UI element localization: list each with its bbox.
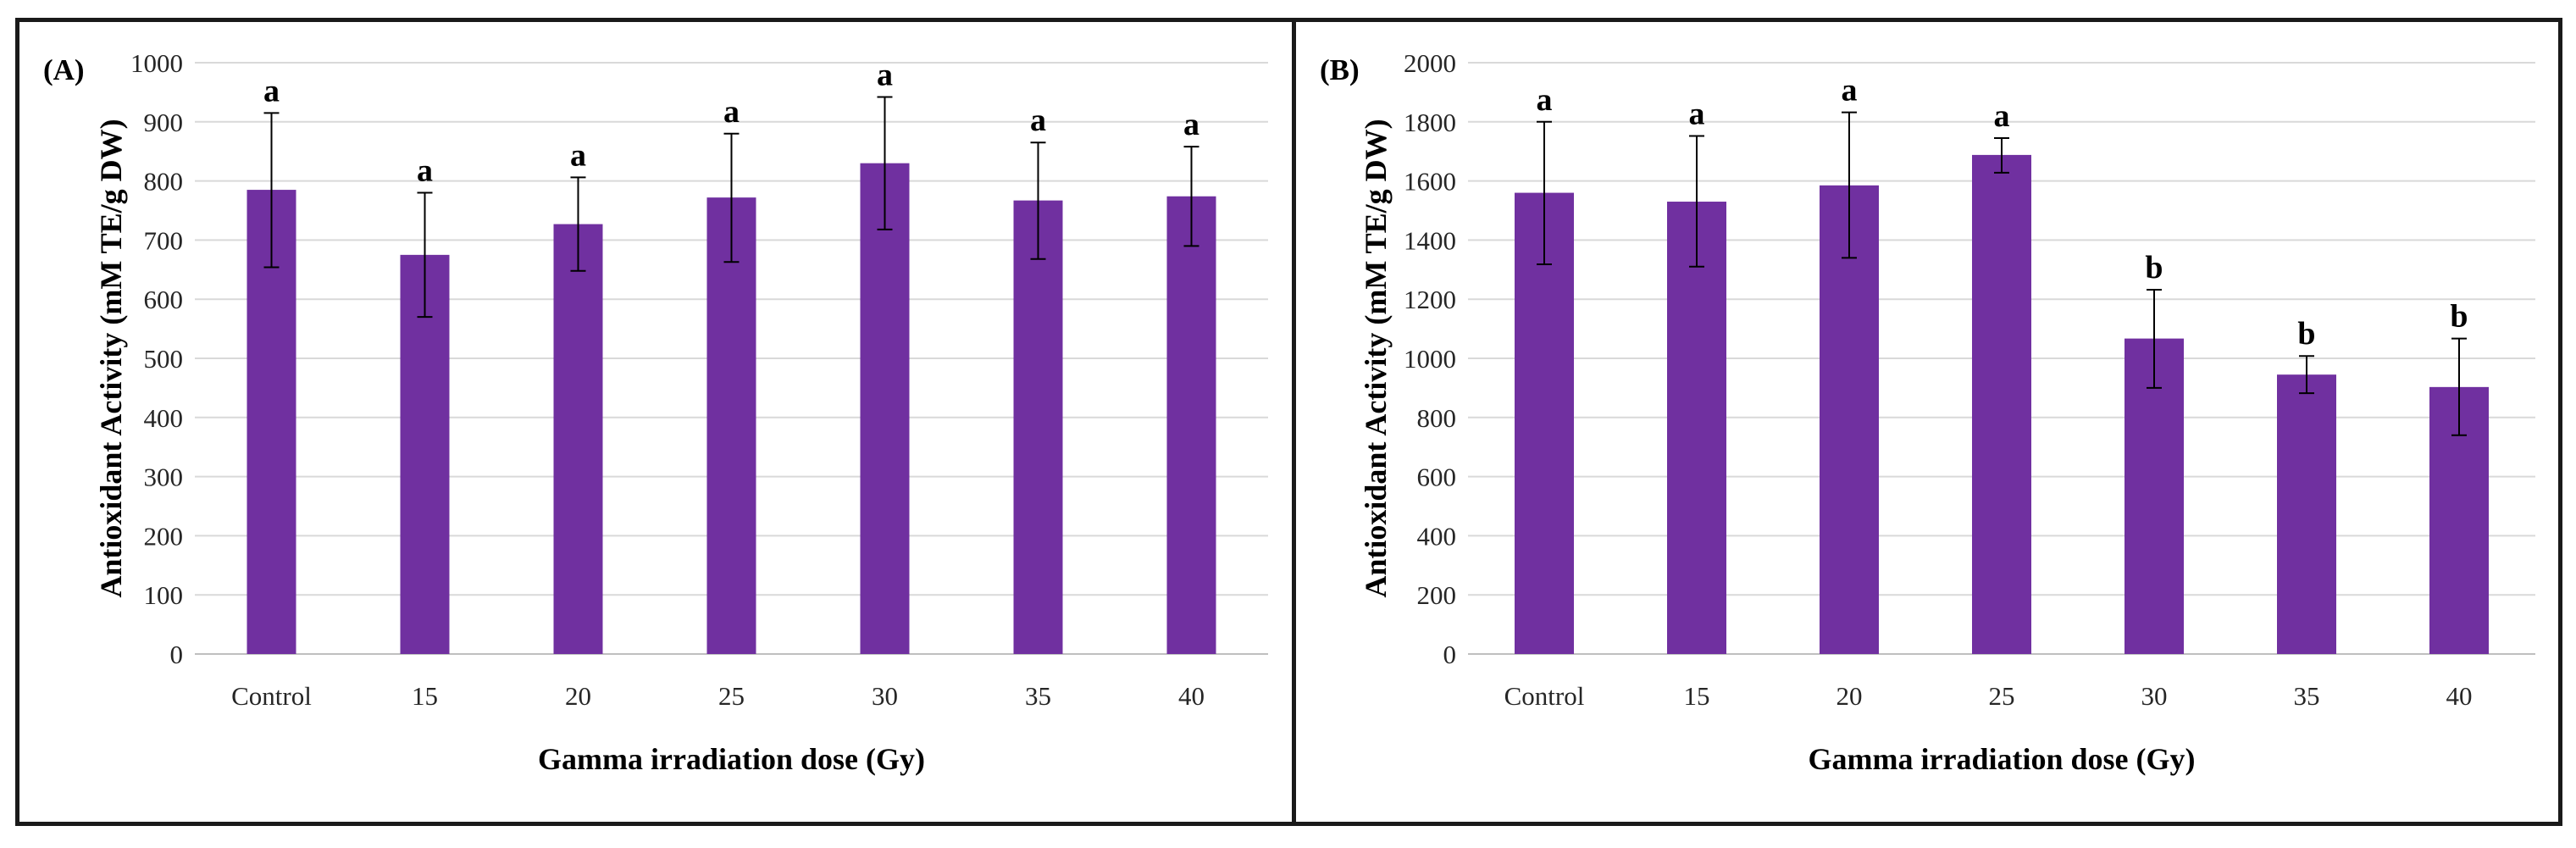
significance-letter: a bbox=[263, 73, 280, 108]
significance-letter: a bbox=[723, 94, 740, 130]
panel-b: 0 200 400 600 800 1000 1200 1400 1600 1800 2000 a Co… bbox=[1292, 18, 2562, 826]
x-tick-label: 25 bbox=[718, 681, 745, 711]
panel-a: 0 100 200 300 400 500 600 700 800 900 1000 a Control… bbox=[15, 18, 1296, 826]
x-axis-title: Gamma irradiation dose (Gy) bbox=[1809, 742, 2196, 776]
y-axis-title: Antioxidant Activity (mM TE/g DW) bbox=[1359, 119, 1393, 597]
y-tick-label: 0 bbox=[1443, 640, 1457, 669]
y-tick-label: 800 bbox=[144, 167, 184, 197]
x-tick-label: 20 bbox=[1836, 681, 1863, 711]
y-tick-label: 200 bbox=[1417, 580, 1457, 610]
y-tick-label: 800 bbox=[1417, 403, 1457, 433]
x-tick-label: 15 bbox=[412, 681, 438, 711]
significance-letter: a bbox=[1689, 97, 1705, 132]
x-tick-label: 40 bbox=[1178, 681, 1205, 711]
y-tick-label: 2000 bbox=[1404, 48, 1456, 78]
y-tick-label: 1800 bbox=[1404, 108, 1456, 137]
y-tick-label: 1000 bbox=[130, 48, 183, 78]
significance-letter: b bbox=[2297, 316, 2315, 352]
bar bbox=[2277, 374, 2336, 654]
significance-letter: b bbox=[2450, 299, 2468, 335]
x-axis-title: Gamma irradiation dose (Gy) bbox=[538, 742, 925, 776]
bar bbox=[1013, 200, 1063, 654]
x-tick-label: 40 bbox=[2446, 681, 2473, 711]
bar bbox=[706, 197, 756, 655]
y-tick-label: 200 bbox=[144, 521, 184, 551]
y-tick-label: 600 bbox=[1417, 463, 1457, 492]
bar bbox=[1166, 196, 1216, 655]
x-tick-label: 15 bbox=[1684, 681, 1710, 711]
y-axis-title: Antioxidant Activity (mM TE/g DW) bbox=[94, 119, 128, 597]
significance-letter: a bbox=[1183, 107, 1199, 142]
bar bbox=[2125, 338, 2184, 654]
x-tick-label: 25 bbox=[1989, 681, 2015, 711]
y-tick-label: 300 bbox=[144, 463, 184, 492]
y-tick-label: 400 bbox=[1417, 521, 1457, 551]
bar bbox=[1820, 185, 1879, 654]
y-tick-label: 900 bbox=[144, 108, 184, 137]
x-tick-label: Control bbox=[1504, 681, 1585, 711]
bar bbox=[1667, 202, 1726, 654]
x-tick-label: 30 bbox=[872, 681, 898, 711]
y-tick-label: 1600 bbox=[1404, 167, 1456, 197]
y-tick-label: 1400 bbox=[1404, 225, 1456, 255]
significance-letter: b bbox=[2145, 250, 2163, 285]
significance-letter: a bbox=[877, 57, 893, 92]
bar bbox=[1972, 154, 2031, 654]
y-tick-label: 400 bbox=[144, 403, 184, 433]
x-tick-label: 20 bbox=[565, 681, 591, 711]
x-tick-label: 35 bbox=[2294, 681, 2320, 711]
x-tick-label: 35 bbox=[1025, 681, 1051, 711]
chart-b: 0 200 400 600 800 1000 1200 1400 1600 1800 2000 a Co… bbox=[1320, 48, 2535, 776]
panel-label: (B) bbox=[1320, 53, 1360, 86]
significance-letter: a bbox=[1994, 98, 2010, 134]
y-tick-label: 0 bbox=[170, 640, 184, 669]
chart-a: 0 100 200 300 400 500 600 700 800 900 1000 a Control… bbox=[43, 48, 1268, 776]
bar bbox=[553, 224, 603, 654]
y-tick-label: 700 bbox=[144, 225, 184, 255]
y-tick-label: 600 bbox=[144, 285, 184, 314]
bar bbox=[400, 254, 450, 654]
significance-letter: a bbox=[417, 153, 433, 189]
y-tick-label: 1000 bbox=[1404, 344, 1456, 374]
x-tick-label: 30 bbox=[2141, 681, 2168, 711]
bar bbox=[1515, 192, 1574, 654]
significance-letter: a bbox=[1537, 82, 1553, 118]
y-tick-label: 500 bbox=[144, 344, 184, 374]
y-tick-label: 1200 bbox=[1404, 285, 1456, 314]
significance-letter: a bbox=[570, 137, 586, 173]
significance-letter: a bbox=[1030, 103, 1046, 138]
y-tick-label: 100 bbox=[144, 580, 184, 610]
panel-label: (A) bbox=[43, 53, 85, 86]
x-tick-label: Control bbox=[231, 681, 312, 711]
significance-letter: a bbox=[1842, 73, 1858, 108]
bar bbox=[860, 163, 910, 654]
